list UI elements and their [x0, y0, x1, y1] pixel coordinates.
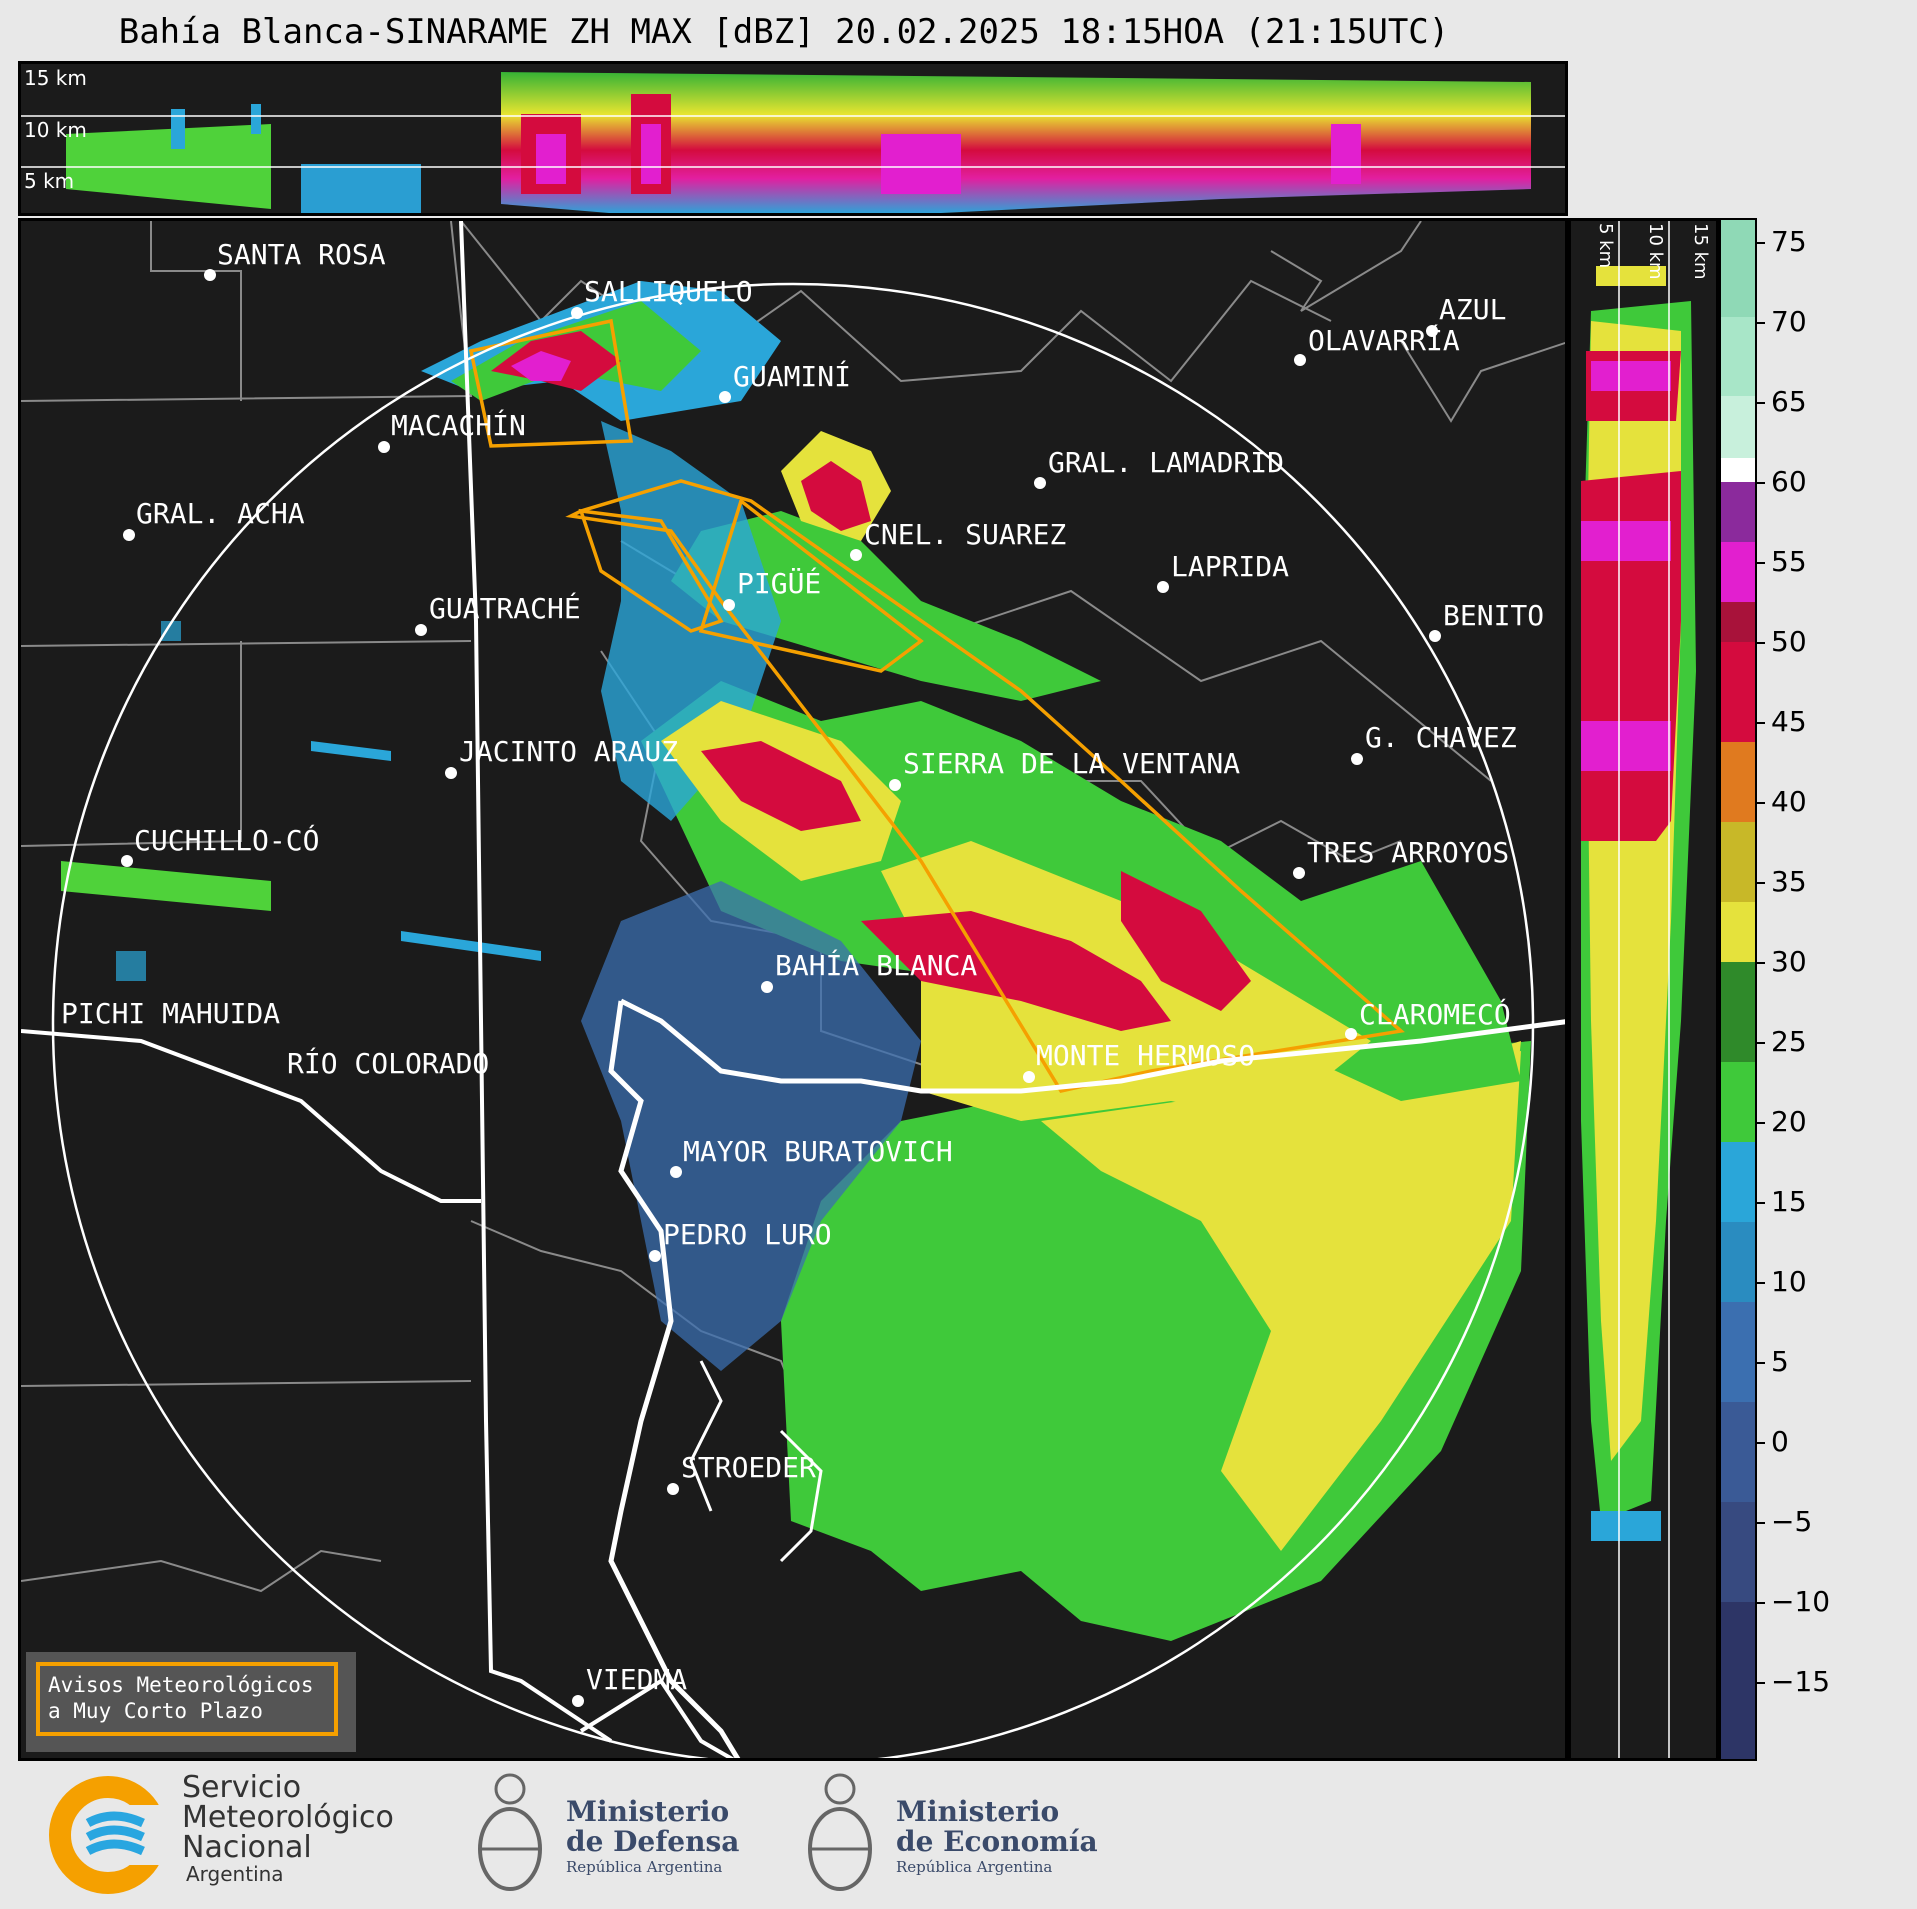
city-dot: [1351, 753, 1363, 765]
city-dot: [571, 307, 583, 319]
radar-map-svg: [21, 221, 1565, 1758]
colorbar-tick: 55: [1757, 545, 1807, 578]
side-km-label-10: 10 km: [1645, 223, 1666, 280]
colorbar-tick: 60: [1757, 465, 1807, 498]
city-dot: [649, 1250, 661, 1262]
city-label: TRES ARROYOS: [1307, 836, 1510, 869]
city-dot: [1157, 581, 1169, 593]
colorbar-tick: 35: [1757, 865, 1807, 898]
colorbar-tick: 15: [1757, 1185, 1807, 1218]
city-dot: [1294, 354, 1306, 366]
dbz-colorbar: [1719, 218, 1757, 1761]
smn-logo-icon: [49, 1776, 168, 1894]
side-km-label-15: 15 km: [1690, 223, 1711, 280]
city-label: LAPRIDA: [1171, 550, 1290, 583]
city-dot: [121, 855, 133, 867]
map-title: Bahía Blanca-SINARAME ZH MAX [dBZ] 20.02…: [118, 12, 1450, 52]
side-cross-section: 5 km 10 km 15 km: [1568, 218, 1719, 1761]
city-label: PICHI MAHUIDA: [61, 997, 281, 1030]
city-label: GUATRACHÉ: [429, 592, 581, 625]
city-label: MAYOR BURATOVICH: [683, 1135, 953, 1168]
city-dot: [670, 1166, 682, 1178]
argentina-coat-of-arms-icon: [808, 1773, 872, 1891]
city-dot: [719, 391, 731, 403]
colorbar-tick: −15: [1757, 1665, 1830, 1698]
city-label: CLAROMECÓ: [1359, 998, 1511, 1031]
smn-logo-text: Servicio Meteorológico Nacional Argentin…: [182, 1770, 394, 1886]
colorbar-tick: 10: [1757, 1265, 1807, 1298]
km-label-15: 15 km: [24, 66, 87, 90]
city-dot: [415, 624, 427, 636]
city-dot: [761, 981, 773, 993]
city-label: GRAL. LAMADRID: [1048, 446, 1285, 479]
city-label: PIGÜÉ: [737, 567, 822, 600]
city-label: GRAL. ACHA: [136, 497, 305, 530]
city-label: BAHÍA BLANCA: [775, 949, 978, 982]
city-dot: [1345, 1028, 1357, 1040]
city-label: MACACHÍN: [391, 409, 526, 442]
colorbar-tick: 65: [1757, 385, 1807, 418]
city-label: VIEDMA: [586, 1663, 688, 1696]
city-dot: [1429, 630, 1441, 642]
colorbar-tick: 50: [1757, 625, 1807, 658]
city-label: JACINTO ARAUZ: [459, 735, 679, 768]
city-dot: [723, 599, 735, 611]
city-dot: [204, 269, 216, 281]
city-label: RÍO COLORADO: [287, 1047, 490, 1080]
colorbar-tick: 70: [1757, 305, 1807, 338]
colorbar-tick: 30: [1757, 945, 1807, 978]
city-dot: [1293, 867, 1305, 879]
city-label: MONTE HERMOSO: [1036, 1039, 1256, 1072]
city-dot: [1034, 477, 1046, 489]
city-label: CNEL. SUAREZ: [864, 518, 1067, 551]
city-dot: [123, 529, 135, 541]
city-dot: [889, 779, 901, 791]
side-km-label-5: 5 km: [1595, 223, 1616, 269]
economia-logo-text: Ministerio de Economía República Argenti…: [896, 1795, 1098, 1877]
defensa-logo-text: Ministerio de Defensa República Argentin…: [566, 1795, 740, 1877]
colorbar-tick: 45: [1757, 705, 1807, 738]
city-dot: [1426, 325, 1438, 337]
city-dot: [667, 1483, 679, 1495]
colorbar-tick: 0: [1757, 1425, 1789, 1458]
city-label: G. CHAVEZ: [1365, 721, 1517, 754]
colorbar-tick: 5: [1757, 1345, 1789, 1378]
warning-legend-line1: Avisos Meteorológicos: [48, 1673, 314, 1697]
colorbar-tick: 25: [1757, 1025, 1807, 1058]
top-cross-section: 15 km 10 km 5 km: [18, 61, 1568, 216]
city-dot: [445, 767, 457, 779]
city-label: PEDRO LURO: [663, 1218, 832, 1251]
city-label: OLAVARRÍA: [1308, 324, 1460, 357]
city-dot: [378, 441, 390, 453]
colorbar-tick: 75: [1757, 225, 1807, 258]
city-label: STROEDER: [681, 1451, 816, 1484]
city-label: AZUL: [1439, 293, 1507, 326]
colorbar-tick: −10: [1757, 1585, 1830, 1618]
km-label-5: 5 km: [24, 169, 75, 193]
city-label: SANTA ROSA: [217, 238, 386, 271]
city-dot: [572, 1695, 584, 1707]
radar-map: SANTA ROSA SALLIQUELO AZUL OLAVARRÍA GUA…: [18, 218, 1568, 1761]
city-label: BENITO: [1443, 599, 1545, 632]
warning-legend-frame: Avisos Meteorológicos a Muy Corto Plazo: [36, 1662, 338, 1736]
colorbar-tick: 40: [1757, 785, 1807, 818]
warning-legend-line2: a Muy Corto Plazo: [48, 1699, 263, 1723]
city-label: CUCHILLO-CÓ: [134, 824, 320, 857]
argentina-coat-of-arms-icon: [478, 1773, 542, 1891]
city-label: SIERRA DE LA VENTANA: [903, 747, 1241, 780]
colorbar-tick: 20: [1757, 1105, 1807, 1138]
km-label-10: 10 km: [24, 118, 87, 142]
colorbar-tick: −5: [1757, 1505, 1812, 1538]
city-dot: [850, 549, 862, 561]
warning-legend: Avisos Meteorológicos a Muy Corto Plazo: [26, 1652, 356, 1752]
city-dot: [1023, 1071, 1035, 1083]
footer-logos: Servicio Meteorológico Nacional Argentin…: [0, 1761, 1917, 1909]
warning-polygons: [468, 318, 1405, 1093]
city-label: GUAMINÍ: [733, 360, 852, 393]
city-label: SALLIQUELO: [584, 275, 753, 308]
radar-echoes: [61, 281, 1531, 1641]
